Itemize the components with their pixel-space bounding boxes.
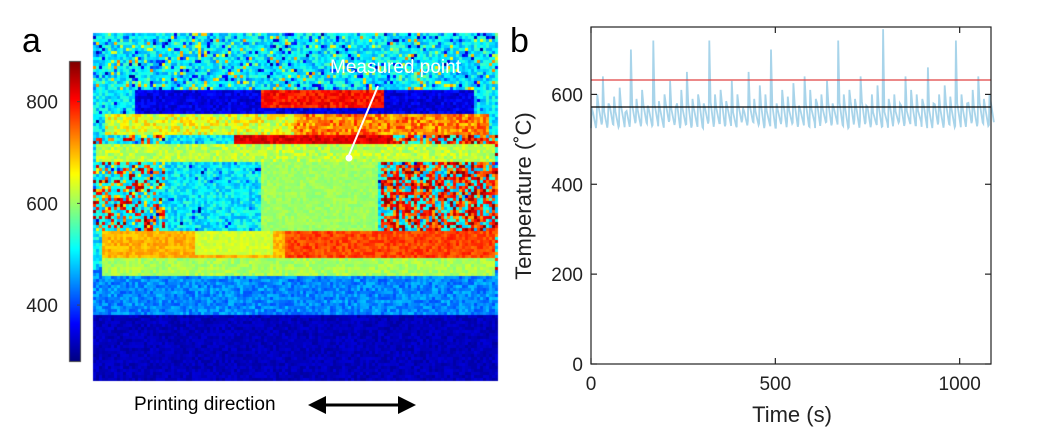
y-tick-label: 0	[572, 355, 583, 376]
plot-axes: 0 500 1000 0 200 400 600	[551, 26, 992, 395]
colorbar-tick-label: 600	[26, 194, 58, 215]
plot-frame	[590, 26, 992, 365]
x-tick-label: 1000	[939, 374, 981, 395]
y-axis-label: Temperature (˚C)	[511, 112, 536, 279]
colorbar-ticks: 400 600 800	[26, 93, 80, 317]
measured-point-label: Measured point	[330, 57, 462, 78]
colorbar-tick-label: 800	[26, 93, 58, 114]
y-tick-label: 400	[551, 175, 583, 196]
measured-point-marker	[345, 154, 353, 162]
colorbar-tick-label: 400	[26, 296, 58, 317]
y-tick-label: 600	[551, 85, 583, 106]
x-tick-label: 0	[586, 374, 597, 395]
printing-direction-arrow	[308, 396, 416, 414]
x-tick-label: 500	[759, 374, 791, 395]
measured-point-pointer	[348, 85, 379, 156]
x-axis-label: Time (s)	[752, 402, 832, 427]
printing-direction-label: Printing direction	[134, 394, 276, 415]
line-plot	[590, 29, 995, 131]
temperature-series-line	[590, 29, 995, 131]
y-tick-label: 200	[551, 265, 583, 286]
